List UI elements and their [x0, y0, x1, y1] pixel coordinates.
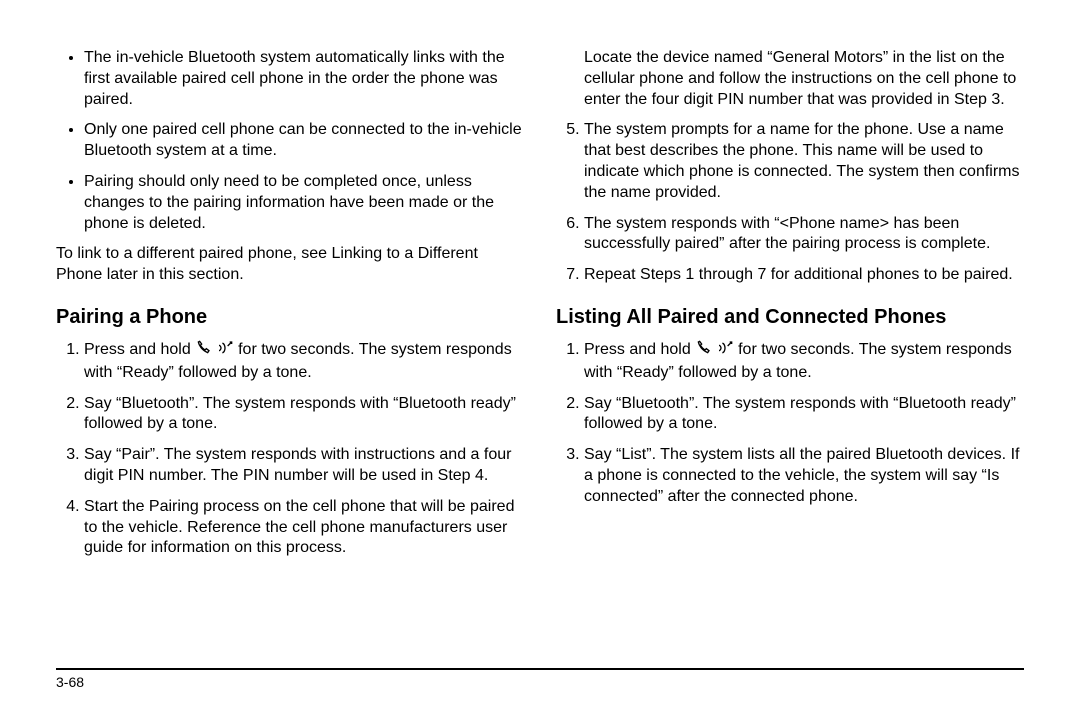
step-text: Repeat Steps 1 through 7 for additional … [584, 266, 1013, 283]
listing-steps-list: Press and hold for two seconds. The syst… [556, 340, 1024, 508]
step-text: Say “Bluetooth”. The system responds wit… [584, 395, 1016, 433]
two-column-layout: The in-vehicle Bluetooth system automati… [56, 48, 1024, 569]
bullet-item: The in-vehicle Bluetooth system automati… [84, 48, 524, 110]
voice-command-icon [216, 340, 234, 363]
step-item: Press and hold for two seconds. The syst… [84, 340, 524, 384]
intro-bullet-list: The in-vehicle Bluetooth system automati… [56, 48, 524, 234]
pairing-steps-list: Press and hold for two seconds. The syst… [56, 340, 524, 559]
step-text-pre: Press and hold [84, 341, 195, 358]
step-item: Say “Pair”. The system responds with ins… [84, 445, 524, 487]
manual-page: The in-vehicle Bluetooth system automati… [0, 0, 1080, 720]
bullet-item: Pairing should only need to be completed… [84, 172, 524, 234]
bullet-text: Only one paired cell phone can be connec… [84, 121, 522, 159]
step-item: The system responds with “<Phone name> h… [584, 214, 1024, 256]
step-item: Press and hold for two seconds. The syst… [584, 340, 1024, 384]
bullet-text: Pairing should only need to be completed… [84, 173, 494, 232]
step-item: Repeat Steps 1 through 7 for additional … [584, 265, 1024, 286]
step-text: The system prompts for a name for the ph… [584, 121, 1020, 200]
phone-handset-icon [195, 340, 211, 363]
step-item: Say “Bluetooth”. The system responds wit… [84, 394, 524, 436]
step-item: Start the Pairing process on the cell ph… [84, 497, 524, 559]
phone-handset-icon [695, 340, 711, 363]
step-text: Start the Pairing process on the cell ph… [84, 498, 514, 557]
step-text: The system responds with “<Phone name> h… [584, 215, 990, 253]
page-footer: 3-68 [56, 668, 1024, 690]
step-text-pre: Press and hold [584, 341, 695, 358]
step-text: Say “List”. The system lists all the pai… [584, 446, 1019, 505]
page-number: 3-68 [56, 674, 1024, 690]
bullet-item: Only one paired cell phone can be connec… [84, 120, 524, 162]
step-item: The system prompts for a name for the ph… [584, 120, 1024, 203]
pairing-steps-continued: The system prompts for a name for the ph… [556, 120, 1024, 286]
left-column: The in-vehicle Bluetooth system automati… [56, 48, 524, 569]
heading-pairing-a-phone: Pairing a Phone [56, 304, 524, 330]
step-text: Say “Bluetooth”. The system responds wit… [84, 395, 516, 433]
footer-rule [56, 668, 1024, 670]
step-item: Say “List”. The system lists all the pai… [584, 445, 1024, 507]
right-column: Locate the device named “General Motors”… [556, 48, 1024, 569]
step-text: Say “Pair”. The system responds with ins… [84, 446, 511, 484]
heading-listing-phones: Listing All Paired and Connected Phones [556, 304, 1024, 330]
step-item: Say “Bluetooth”. The system responds wit… [584, 394, 1024, 436]
voice-command-icon [716, 340, 734, 363]
step-4-continuation: Locate the device named “General Motors”… [556, 48, 1024, 110]
bullet-text: The in-vehicle Bluetooth system automati… [84, 49, 505, 108]
link-note: To link to a different paired phone, see… [56, 244, 524, 286]
